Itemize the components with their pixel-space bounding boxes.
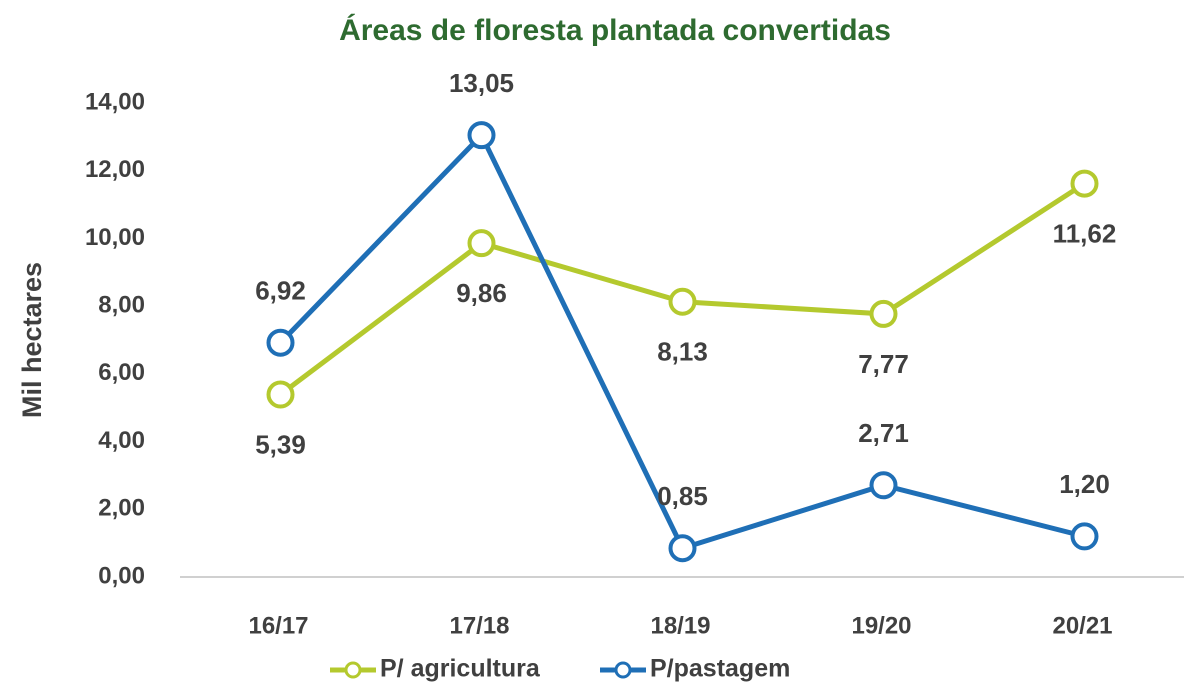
y-tick-label: 8,00 [98, 291, 145, 318]
point [266, 380, 295, 409]
point [869, 299, 898, 328]
data-label: 8,13 [657, 337, 708, 367]
y-tick-label: 2,00 [98, 495, 145, 522]
x-tick-label: 16/17 [248, 612, 308, 639]
x-tick-label: 17/18 [449, 612, 509, 639]
data-label: 0,85 [657, 481, 708, 511]
data-label: 2,71 [858, 418, 909, 448]
point [266, 328, 295, 357]
legend-label: P/pastagem [650, 655, 790, 683]
legend-marker [344, 661, 362, 679]
point [1070, 169, 1099, 198]
point [668, 287, 697, 316]
x-tick-label: 18/19 [650, 612, 710, 639]
y-tick-label: 4,00 [98, 427, 145, 454]
y-tick-label: 14,00 [85, 88, 145, 115]
data-label: 11,62 [1053, 218, 1117, 248]
x-tick-label: 20/21 [1052, 612, 1112, 639]
point [467, 121, 496, 150]
point [467, 229, 496, 258]
y-tick-label: 10,00 [85, 224, 145, 251]
data-label: 7,77 [858, 349, 909, 379]
data-label: 13,05 [449, 68, 514, 98]
legend-marker [614, 661, 632, 679]
data-label: 1,20 [1059, 469, 1110, 499]
y-tick-label: 6,00 [98, 359, 145, 386]
x-tick-label: 19/20 [851, 612, 911, 639]
point [869, 471, 898, 500]
y-tick-label: 0,00 [98, 562, 145, 589]
y-axis-label: Mil hectares [17, 262, 47, 418]
point [1070, 522, 1099, 551]
chart-title: Áreas de floresta plantada convertidas [339, 13, 891, 47]
data-label: 5,39 [255, 429, 306, 459]
legend-label: P/ agricultura [380, 655, 541, 683]
data-label: 6,92 [255, 276, 306, 306]
point [668, 534, 697, 563]
data-label: 9,86 [456, 278, 507, 308]
y-tick-label: 12,00 [85, 156, 145, 183]
